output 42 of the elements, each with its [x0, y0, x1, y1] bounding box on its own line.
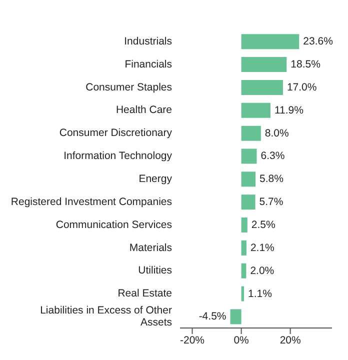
x-tick-label: 20% — [280, 334, 301, 346]
data-label: 18.5% — [290, 58, 320, 71]
bar — [241, 218, 248, 233]
bar — [241, 126, 261, 141]
bar — [241, 172, 256, 187]
bar — [241, 286, 244, 302]
bar — [241, 148, 257, 164]
x-tick-label: 0% — [234, 334, 249, 346]
data-label: 5.8% — [260, 173, 284, 186]
bar — [241, 57, 287, 72]
y-tick-label: Industrials — [124, 35, 172, 48]
y-tick-label: Consumer Discretionary — [59, 127, 173, 140]
x-tick-label: -20% — [180, 334, 205, 346]
y-tick-label: Financials — [124, 58, 172, 70]
data-label: 2.1% — [250, 242, 274, 254]
bar — [241, 263, 246, 278]
y-tick-label: Health Care — [116, 104, 172, 116]
data-label: 2.5% — [251, 219, 276, 232]
y-tick-label: Liabilities in Excess of Other Assets — [40, 304, 172, 329]
bar — [241, 80, 283, 95]
data-label: 8.0% — [264, 127, 289, 140]
data-label: 1.1% — [248, 288, 272, 300]
bar — [230, 309, 242, 324]
data-label: 5.7% — [259, 196, 284, 208]
bar — [241, 194, 256, 210]
bar — [241, 34, 300, 50]
y-tick-label: Utilities — [138, 264, 172, 277]
bar — [241, 240, 246, 256]
bar — [241, 102, 270, 118]
y-tick-label: Materials — [129, 242, 172, 254]
data-label: -4.5% — [198, 310, 226, 323]
data-label: 17.0% — [286, 81, 317, 94]
data-label: 2.0% — [250, 264, 274, 277]
y-tick-label: Real Estate — [118, 288, 172, 300]
y-tick-label: Information Technology — [64, 150, 173, 162]
data-label: 23.6% — [303, 36, 333, 48]
y-tick-label: Energy — [138, 173, 173, 185]
y-tick-label: Consumer Staples — [86, 81, 172, 94]
y-tick-label: Communication Services — [56, 218, 172, 231]
y-tick-label: Registered Investment Companies — [10, 196, 172, 208]
data-label: 11.9% — [274, 104, 304, 116]
data-label: 6.3% — [260, 150, 285, 162]
